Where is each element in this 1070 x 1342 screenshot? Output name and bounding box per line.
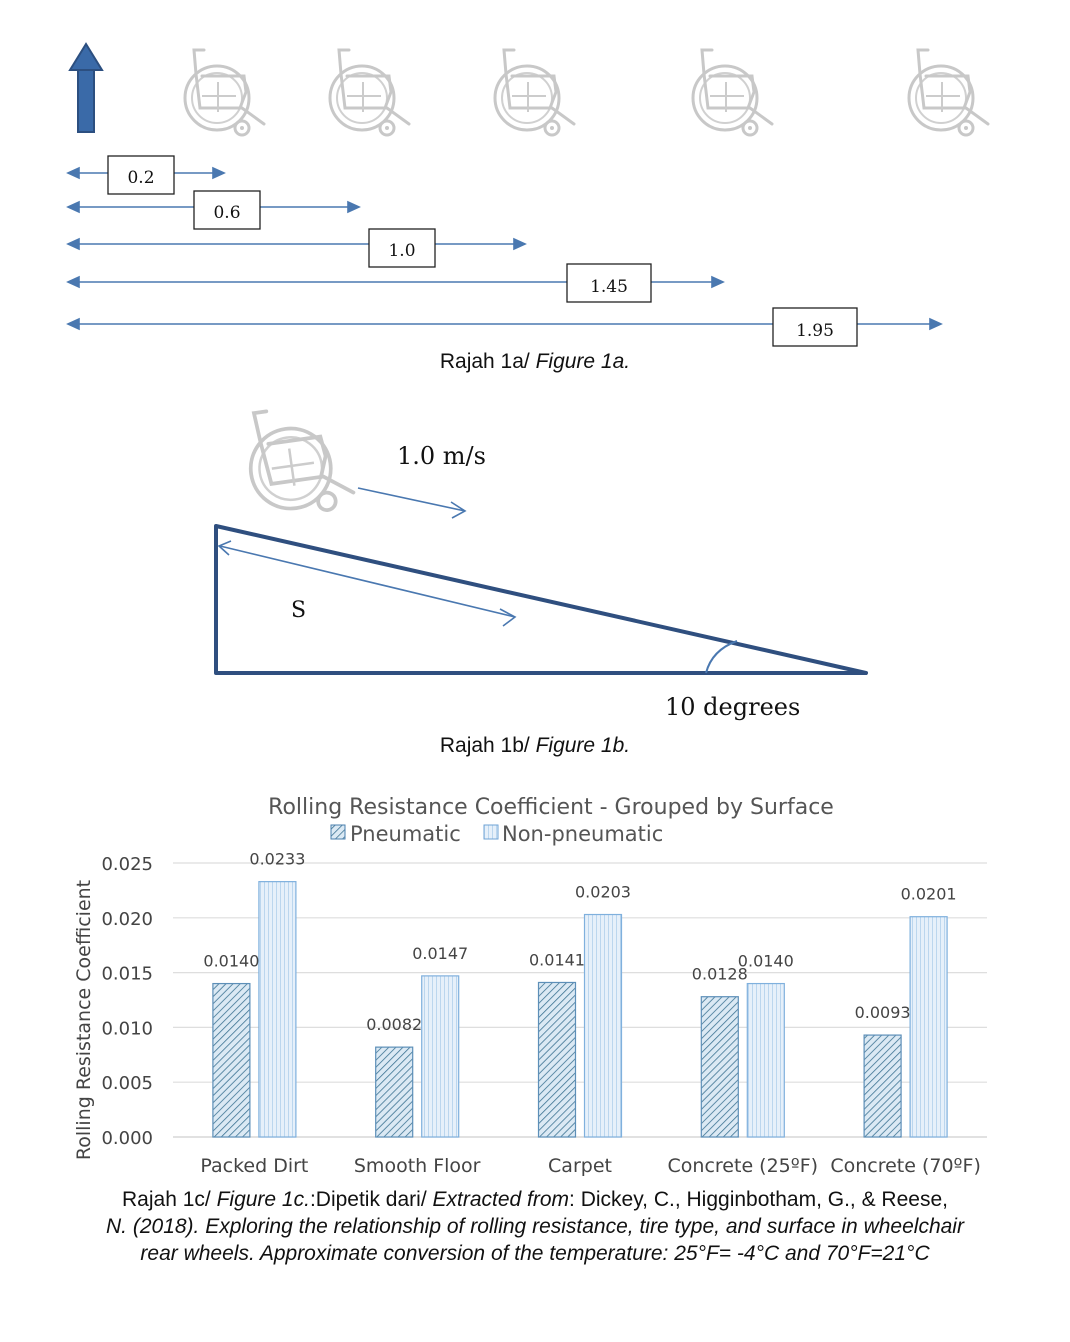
data-label: 0.0128 — [692, 965, 748, 984]
caption-italic-text: Figure 1c. — [216, 1188, 310, 1211]
bar-pneumatic — [700, 996, 739, 1138]
legend-swatch-nonpneumatic — [483, 824, 499, 840]
bar-nonpneumatic — [746, 982, 785, 1138]
data-label: 0.0140 — [738, 952, 794, 971]
caption-text: :Dipetik dari/ — [309, 1188, 433, 1211]
chart-title: Rolling Resistance Coefficient - Grouped… — [268, 795, 834, 820]
x-tick-label: Concrete (25ºF) — [668, 1155, 819, 1177]
x-tick-label: Concrete (70ºF) — [830, 1155, 981, 1177]
legend-swatch-pneumatic — [330, 824, 346, 840]
bar-nonpneumatic — [583, 913, 623, 1138]
caption-text: : Dickey, C., Higginbotham, G., & Reese, — [569, 1188, 948, 1211]
wheelchair-icon — [328, 48, 411, 137]
y-axis-label: Rolling Resistance Coefficient — [73, 880, 95, 1160]
angle-label: 10 degrees — [665, 693, 800, 721]
caption-text: Rajah 1c/ — [122, 1188, 217, 1211]
bar-pneumatic — [212, 982, 251, 1138]
data-label: 0.0140 — [203, 952, 259, 971]
velocity-arrow — [357, 487, 467, 519]
bar-pneumatic — [375, 1046, 414, 1138]
wheelchair-icon — [493, 48, 576, 137]
bar-nonpneumatic — [258, 881, 297, 1138]
bar-nonpneumatic — [909, 916, 948, 1138]
figure-1b-caption: Rajah 1b/ Figure 1b. — [0, 734, 1070, 758]
distance-s-label: S — [291, 598, 306, 623]
caption-line-3: rear wheels. Approximate conversion of t… — [140, 1242, 930, 1265]
distance-label: 1.95 — [796, 321, 834, 341]
figure-1c-caption: Rajah 1c/ Figure 1c.:Dipetik dari/ Extra… — [0, 1186, 1070, 1267]
y-tick-label: 0.010 — [101, 1018, 153, 1039]
bar-pneumatic — [537, 981, 577, 1138]
up-arrow-icon — [68, 42, 104, 133]
caption-text: Rajah 1a/ — [439, 350, 536, 373]
ramp-triangle — [214, 524, 868, 675]
distance-label: 1.45 — [590, 277, 628, 297]
caption-line-2: N. (2018). Exploring the relationship of… — [106, 1215, 964, 1238]
distance-label: 0.6 — [213, 203, 240, 223]
x-tick-label: Smooth Floor — [354, 1155, 481, 1177]
speed-label: 1.0 m/s — [397, 442, 486, 470]
x-tick-label: Packed Dirt — [200, 1155, 308, 1177]
bar-pneumatic — [863, 1034, 902, 1138]
y-tick-label: 0.020 — [101, 909, 153, 930]
figure-1b: 1.0 m/s S 10 degrees — [214, 409, 868, 721]
wheelchair-icon — [183, 48, 266, 137]
distance-arrow-s — [217, 540, 517, 627]
y-tick-label: 0.005 — [101, 1073, 153, 1094]
figure-1a: 0.2 0.6 1.0 1.45 1.95 — [66, 42, 990, 347]
data-label: 0.0093 — [855, 1003, 911, 1022]
distance-label: 1.0 — [388, 241, 415, 261]
data-label: 0.0141 — [529, 950, 585, 969]
angle-arc — [705, 640, 738, 674]
wheelchair-icon — [907, 48, 990, 137]
data-label: 0.0203 — [575, 883, 631, 902]
distance-label: 0.2 — [127, 168, 154, 188]
wheelchair-icon — [248, 409, 356, 512]
chart-legend: Pneumatic Non-pneumatic — [330, 822, 663, 846]
caption-italic-text: Extracted from — [432, 1188, 570, 1211]
caption-line-1: Rajah 1c/ Figure 1c.:Dipetik dari/ Extra… — [0, 1186, 1070, 1213]
figure-1c-chart: Rolling Resistance Coefficient - Grouped… — [73, 795, 987, 1177]
y-tick-label: 0.015 — [101, 964, 153, 985]
data-label: 0.0082 — [366, 1015, 422, 1034]
caption-text: Rajah 1b/ — [439, 734, 536, 757]
bar-nonpneumatic — [421, 975, 460, 1138]
data-label: 0.0147 — [412, 944, 468, 963]
x-tick-label: Carpet — [548, 1155, 612, 1177]
legend-label-pneumatic: Pneumatic — [350, 822, 461, 846]
wheelchair-icon — [691, 48, 774, 137]
caption-italic-text: Figure 1b. — [535, 734, 631, 757]
distance-arrow-1.0 — [66, 237, 527, 251]
data-label: 0.0233 — [249, 850, 305, 869]
legend-label-nonpneumatic: Non-pneumatic — [502, 822, 663, 846]
y-tick-label: 0.000 — [101, 1128, 153, 1149]
figure-1a-caption: Rajah 1a/ Figure 1a. — [0, 350, 1070, 374]
caption-italic-text: Figure 1a. — [535, 350, 631, 373]
y-tick-label: 0.025 — [101, 854, 153, 875]
data-label: 0.0201 — [901, 885, 957, 904]
